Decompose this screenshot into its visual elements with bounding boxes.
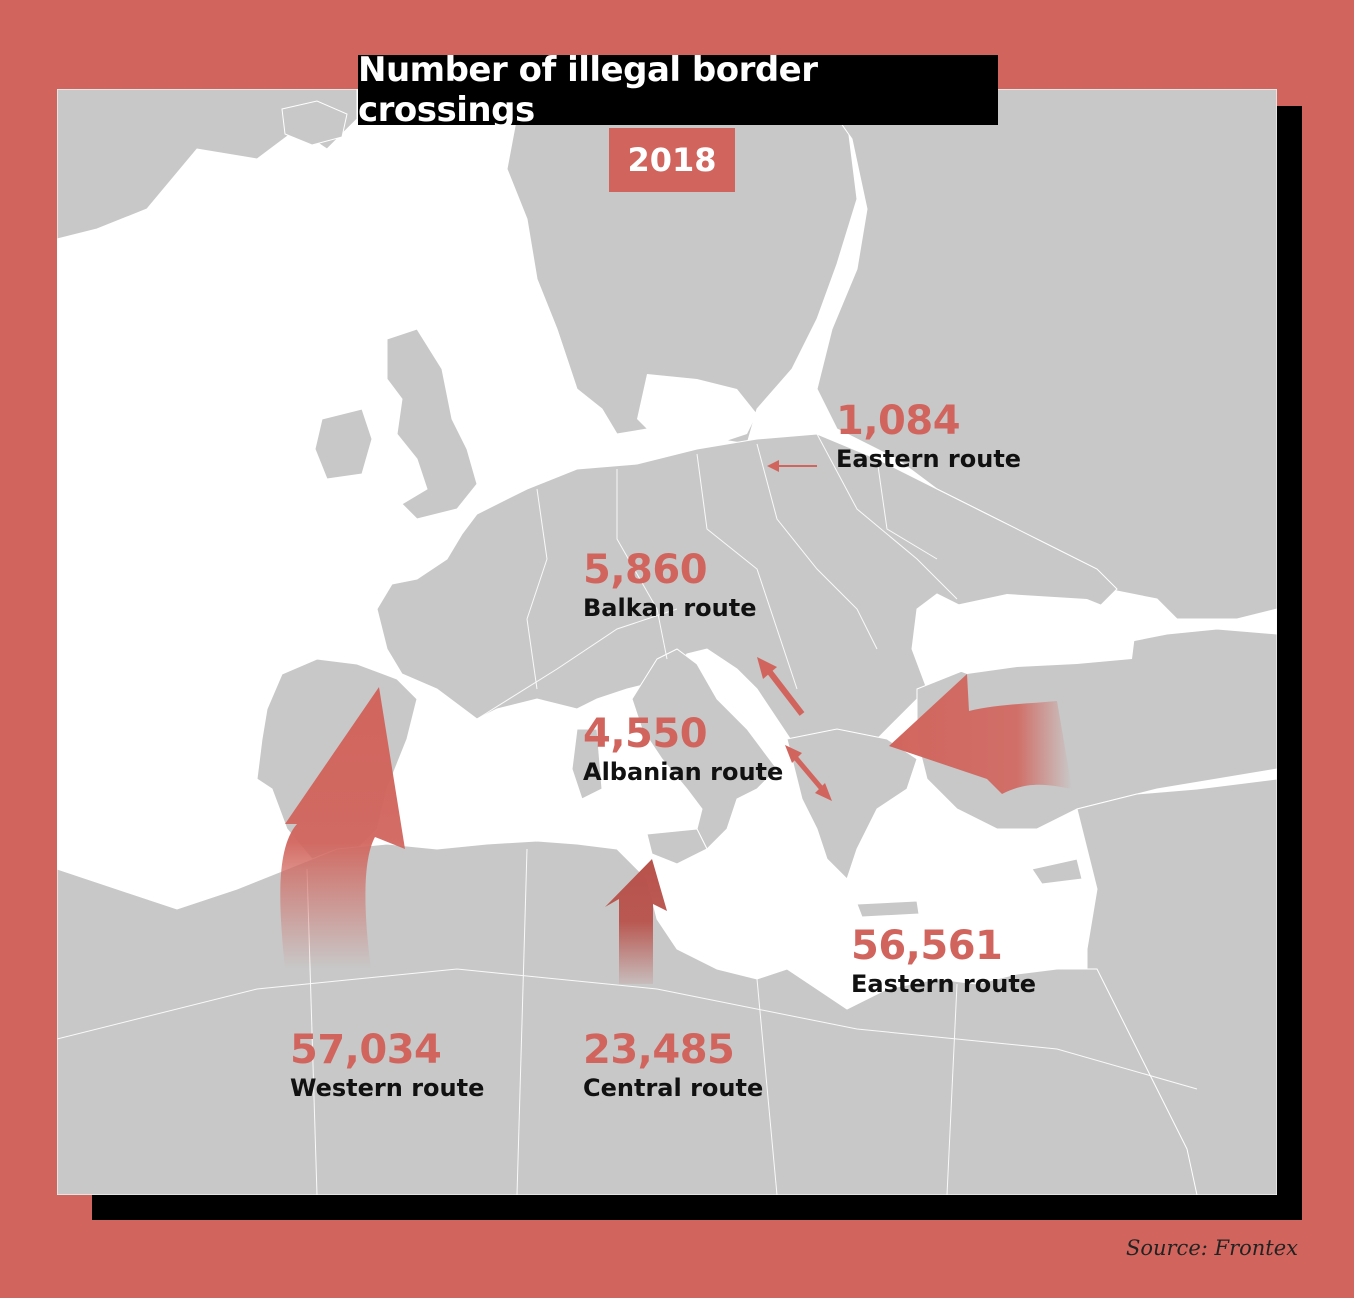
central-route-arrow [605, 859, 667, 984]
route-label-albanian: 4,550 Albanian route [583, 711, 783, 787]
greece-land [786, 728, 918, 880]
route-name: Eastern route [836, 445, 1022, 473]
route-value: 56,561 [851, 923, 1003, 969]
uk-land [386, 328, 478, 520]
border-line [816, 433, 958, 600]
chart-title: Number of illegal border crossings [358, 50, 998, 130]
border-line [57, 968, 1198, 1090]
border-line [756, 978, 778, 1195]
route-name: Balkan route [583, 594, 757, 622]
route-name: Eastern route [851, 970, 1037, 998]
map-panel [57, 89, 1277, 1195]
route-value: 57,034 [290, 1027, 442, 1073]
route-label-eastern-north: 1,084 Eastern route [836, 398, 1021, 474]
route-label-western: 57,034 Western route [290, 1027, 484, 1103]
route-name: Western route [290, 1074, 485, 1102]
eastern-route-arrow [889, 674, 1072, 794]
year-badge: 2018 [609, 128, 735, 192]
ireland-land [314, 408, 373, 480]
sicily-land [646, 828, 708, 865]
route-label-balkan: 5,860 Balkan route [583, 547, 756, 623]
greenland-land [57, 89, 358, 240]
border-line [876, 458, 938, 560]
cyprus-land [1031, 858, 1083, 885]
border-line [946, 983, 958, 1195]
route-value: 23,485 [583, 1027, 735, 1073]
black-sea [927, 594, 1137, 674]
balkan-route-arrow [757, 657, 805, 716]
crete-land [856, 900, 920, 918]
border-line [526, 488, 548, 690]
border-line [616, 469, 668, 660]
source-note: Source: Frontex [1125, 1236, 1298, 1260]
eastern-route-small-arrow [767, 460, 817, 472]
sardinia-land [571, 728, 603, 800]
europe-map [57, 89, 1277, 1195]
iceland-land [281, 100, 348, 146]
route-label-central: 23,485 Central route [583, 1027, 763, 1103]
route-label-eastern-med: 56,561 Eastern route [851, 923, 1036, 999]
route-name: Central route [583, 1074, 764, 1102]
route-value: 4,550 [583, 711, 708, 757]
border-line [756, 443, 878, 650]
route-value: 1,084 [836, 398, 961, 444]
border-line [516, 848, 528, 1195]
border-line [476, 608, 678, 720]
italy-land [631, 648, 778, 850]
border-line [696, 453, 798, 690]
albanian-route-arrow [785, 745, 832, 801]
route-name: Albanian route [583, 758, 784, 786]
western-route-arrow [280, 687, 405, 969]
baltic-sea [637, 374, 757, 449]
route-value: 5,860 [583, 547, 708, 593]
